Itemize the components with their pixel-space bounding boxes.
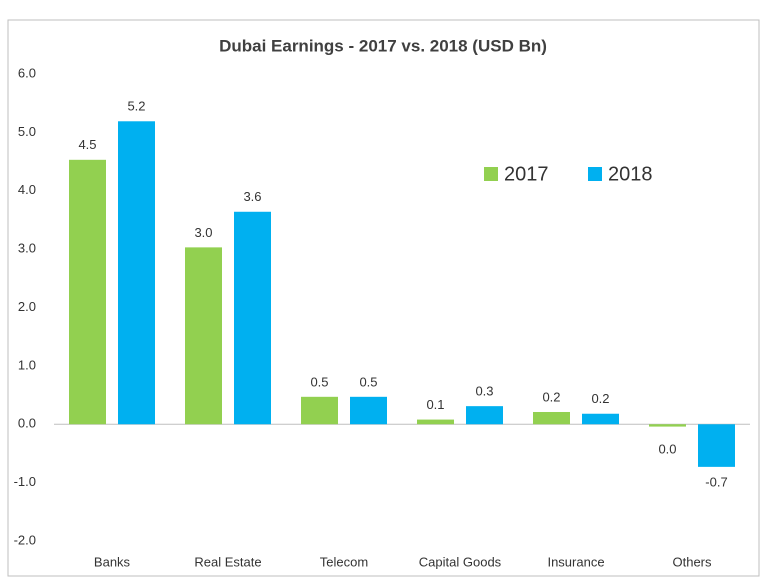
x-tick-label: Insurance [547,554,604,569]
value-label: 0.0 [658,442,676,457]
value-label: 5.2 [127,99,145,114]
value-label: 0.2 [591,391,609,406]
bar [69,159,106,425]
y-tick-label: 5.0 [18,124,36,139]
value-label: -0.7 [705,474,727,489]
value-label: 0.5 [310,374,328,389]
bar [118,121,155,425]
bar [582,413,619,425]
value-label: 3.6 [243,189,261,204]
y-tick-label: 4.0 [18,182,36,197]
x-tick-label: Others [672,554,712,569]
y-tick-label: 3.0 [18,241,36,256]
value-label: 0.3 [475,384,493,399]
x-tick-label: Real Estate [194,554,261,569]
legend-label: 2018 [608,163,653,185]
y-tick-label: 6.0 [18,65,36,80]
y-tick-label: -2.0 [14,532,36,547]
value-label: 0.1 [426,397,444,412]
legend-swatch [588,167,602,181]
bar [466,406,503,425]
chart-title: Dubai Earnings - 2017 vs. 2018 (USD Bn) [219,36,547,55]
bar [417,419,454,425]
value-label: 3.0 [194,225,212,240]
y-tick-label: 0.0 [18,416,36,431]
x-tick-label: Capital Goods [419,554,502,569]
bar [185,247,222,425]
bar [649,424,686,427]
y-tick-label: -1.0 [14,474,36,489]
value-label: 0.2 [542,389,560,404]
x-tick-label: Banks [94,554,131,569]
bar [533,411,570,425]
bar [350,396,387,425]
y-tick-label: 1.0 [18,357,36,372]
bar [234,211,271,425]
value-label: 4.5 [78,137,96,152]
y-tick-label: 2.0 [18,299,36,314]
bar [301,396,338,425]
value-label: 0.5 [359,374,377,389]
bar [698,424,735,467]
legend-swatch [484,167,498,181]
x-tick-label: Telecom [320,554,368,569]
legend-label: 2017 [504,163,549,185]
